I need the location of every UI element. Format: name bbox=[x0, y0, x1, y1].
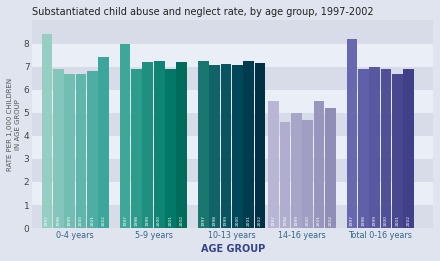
Bar bbox=[358, 69, 369, 228]
Bar bbox=[98, 57, 109, 228]
Bar bbox=[32, 44, 433, 67]
Bar bbox=[76, 74, 86, 228]
Bar bbox=[255, 63, 265, 228]
Text: 1998: 1998 bbox=[361, 215, 365, 226]
Text: 2001: 2001 bbox=[317, 215, 321, 226]
Bar bbox=[53, 69, 64, 228]
Bar bbox=[403, 69, 414, 228]
Text: 2001: 2001 bbox=[395, 215, 399, 226]
Bar bbox=[87, 71, 98, 228]
Text: 1998: 1998 bbox=[135, 215, 139, 226]
Text: 1998: 1998 bbox=[283, 215, 287, 226]
Text: 2000: 2000 bbox=[235, 215, 239, 226]
Text: 1998: 1998 bbox=[213, 215, 216, 226]
Text: 2000: 2000 bbox=[157, 215, 161, 226]
Text: 1997: 1997 bbox=[45, 215, 49, 226]
Bar bbox=[32, 136, 433, 159]
Text: 1997: 1997 bbox=[123, 215, 127, 226]
Bar bbox=[64, 74, 75, 228]
Bar bbox=[220, 64, 231, 228]
Bar bbox=[165, 69, 176, 228]
Bar bbox=[131, 69, 142, 228]
Text: 1999: 1999 bbox=[146, 215, 150, 226]
Bar bbox=[154, 61, 165, 228]
Text: 2001: 2001 bbox=[90, 215, 94, 226]
Text: 1999: 1999 bbox=[224, 215, 228, 226]
Bar bbox=[369, 67, 380, 228]
Text: Substantiated child abuse and neglect rate, by age group, 1997-2002: Substantiated child abuse and neglect ra… bbox=[32, 7, 374, 17]
Text: 2002: 2002 bbox=[102, 215, 106, 226]
X-axis label: AGE GROUP: AGE GROUP bbox=[201, 244, 265, 254]
Bar bbox=[325, 108, 336, 228]
Bar bbox=[314, 101, 324, 228]
Text: 1997: 1997 bbox=[350, 215, 354, 226]
Text: 1998: 1998 bbox=[56, 215, 60, 226]
Bar bbox=[392, 74, 403, 228]
Text: 2002: 2002 bbox=[180, 215, 184, 226]
Y-axis label: RATE PER 1,000 CHILDREN
IN AGE GROUP: RATE PER 1,000 CHILDREN IN AGE GROUP bbox=[7, 78, 21, 171]
Bar bbox=[198, 61, 209, 228]
Text: 2001: 2001 bbox=[247, 215, 251, 226]
Bar bbox=[32, 90, 433, 113]
Bar bbox=[381, 69, 391, 228]
Bar bbox=[176, 62, 187, 228]
Text: 2000: 2000 bbox=[384, 215, 388, 226]
Bar bbox=[268, 101, 279, 228]
Bar bbox=[302, 120, 313, 228]
Text: 1997: 1997 bbox=[202, 215, 205, 226]
Bar bbox=[347, 39, 357, 228]
Bar bbox=[280, 122, 290, 228]
Text: 2002: 2002 bbox=[407, 215, 411, 226]
Bar bbox=[41, 34, 52, 228]
Text: 1999: 1999 bbox=[373, 215, 377, 226]
Text: 2002: 2002 bbox=[328, 215, 332, 226]
Bar bbox=[120, 44, 131, 228]
Text: 2001: 2001 bbox=[169, 215, 172, 226]
Bar bbox=[232, 66, 243, 228]
Text: 1999: 1999 bbox=[68, 215, 72, 226]
Text: 2000: 2000 bbox=[79, 215, 83, 226]
Bar bbox=[291, 113, 302, 228]
Bar bbox=[243, 61, 254, 228]
Text: 2000: 2000 bbox=[306, 215, 310, 226]
Bar bbox=[209, 66, 220, 228]
Text: 1999: 1999 bbox=[294, 215, 298, 226]
Text: 1997: 1997 bbox=[272, 215, 276, 226]
Bar bbox=[143, 62, 153, 228]
Text: 2002: 2002 bbox=[258, 215, 262, 226]
Bar bbox=[32, 182, 433, 205]
